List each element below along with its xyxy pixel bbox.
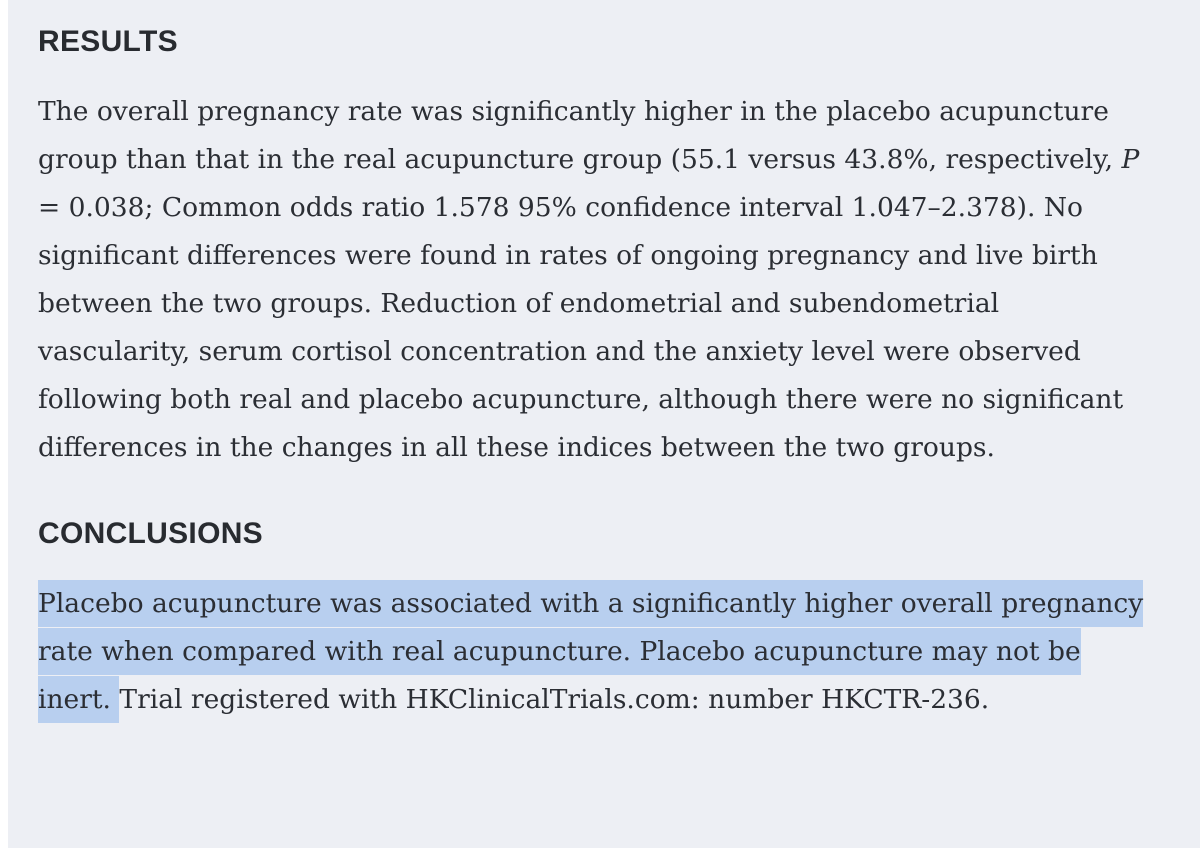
results-text-after-p: = 0.038; Common odds ratio 1.578 95% con… xyxy=(38,192,1124,463)
abstract-panel: RESULTS The overall pregnancy rate was s… xyxy=(8,0,1200,848)
results-paragraph: The overall pregnancy rate was significa… xyxy=(38,88,1146,472)
results-heading: RESULTS xyxy=(38,25,178,58)
results-text-before-p: The overall pregnancy rate was significa… xyxy=(38,96,1122,175)
conclusions-text-rest: Trial registered with HKClinicalTrials.c… xyxy=(119,684,990,715)
conclusions-heading: CONCLUSIONS xyxy=(38,517,263,550)
conclusions-paragraph: Placebo acupuncture was associated with … xyxy=(38,580,1146,724)
p-value-symbol: P xyxy=(1121,144,1140,175)
